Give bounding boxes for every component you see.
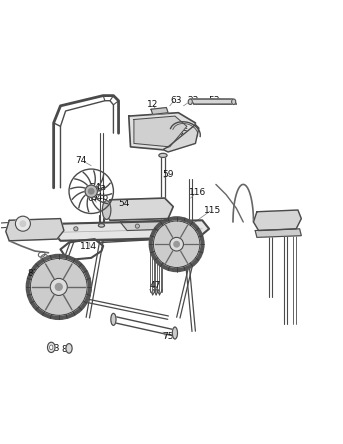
Circle shape [153, 221, 200, 267]
Polygon shape [253, 210, 301, 230]
Ellipse shape [172, 327, 177, 339]
Circle shape [26, 254, 91, 319]
Polygon shape [151, 107, 168, 115]
Ellipse shape [49, 345, 53, 350]
Text: 115: 115 [204, 206, 221, 214]
Circle shape [50, 278, 67, 295]
Circle shape [135, 224, 139, 228]
Circle shape [88, 189, 94, 194]
Text: 54a: 54a [90, 183, 106, 192]
Circle shape [149, 217, 204, 272]
Polygon shape [163, 125, 199, 152]
Text: 54b: 54b [91, 193, 108, 202]
Ellipse shape [102, 201, 111, 219]
Polygon shape [6, 218, 64, 241]
Text: 23: 23 [187, 95, 199, 104]
Text: 75: 75 [162, 332, 174, 341]
Ellipse shape [47, 342, 55, 353]
Text: 83: 83 [48, 344, 59, 353]
Polygon shape [120, 220, 175, 230]
Ellipse shape [159, 153, 167, 158]
Text: 67: 67 [87, 194, 99, 202]
Polygon shape [255, 229, 301, 238]
Circle shape [55, 283, 62, 290]
Text: 116: 116 [189, 188, 206, 198]
Text: 81: 81 [27, 270, 39, 278]
Polygon shape [54, 220, 209, 241]
Ellipse shape [188, 99, 192, 104]
Text: 63: 63 [170, 95, 182, 104]
Circle shape [31, 258, 87, 315]
Circle shape [174, 242, 179, 247]
Text: 114: 114 [80, 242, 97, 251]
Circle shape [20, 221, 26, 226]
Circle shape [15, 216, 31, 231]
Text: 53: 53 [209, 95, 220, 104]
Text: 47: 47 [150, 281, 161, 289]
Text: 74: 74 [75, 156, 87, 165]
Text: 82: 82 [62, 345, 73, 353]
Text: 12: 12 [147, 100, 158, 109]
Polygon shape [134, 116, 187, 147]
Circle shape [187, 223, 191, 227]
Ellipse shape [66, 344, 72, 353]
Text: 59: 59 [162, 170, 174, 178]
Polygon shape [129, 113, 196, 150]
Polygon shape [103, 198, 173, 220]
Circle shape [74, 227, 78, 231]
Ellipse shape [111, 313, 116, 325]
Text: 54: 54 [118, 199, 129, 208]
Text: 65: 65 [178, 128, 189, 137]
Ellipse shape [232, 99, 236, 104]
Ellipse shape [98, 224, 105, 227]
Polygon shape [190, 99, 236, 104]
Circle shape [85, 185, 97, 198]
Circle shape [170, 238, 184, 251]
